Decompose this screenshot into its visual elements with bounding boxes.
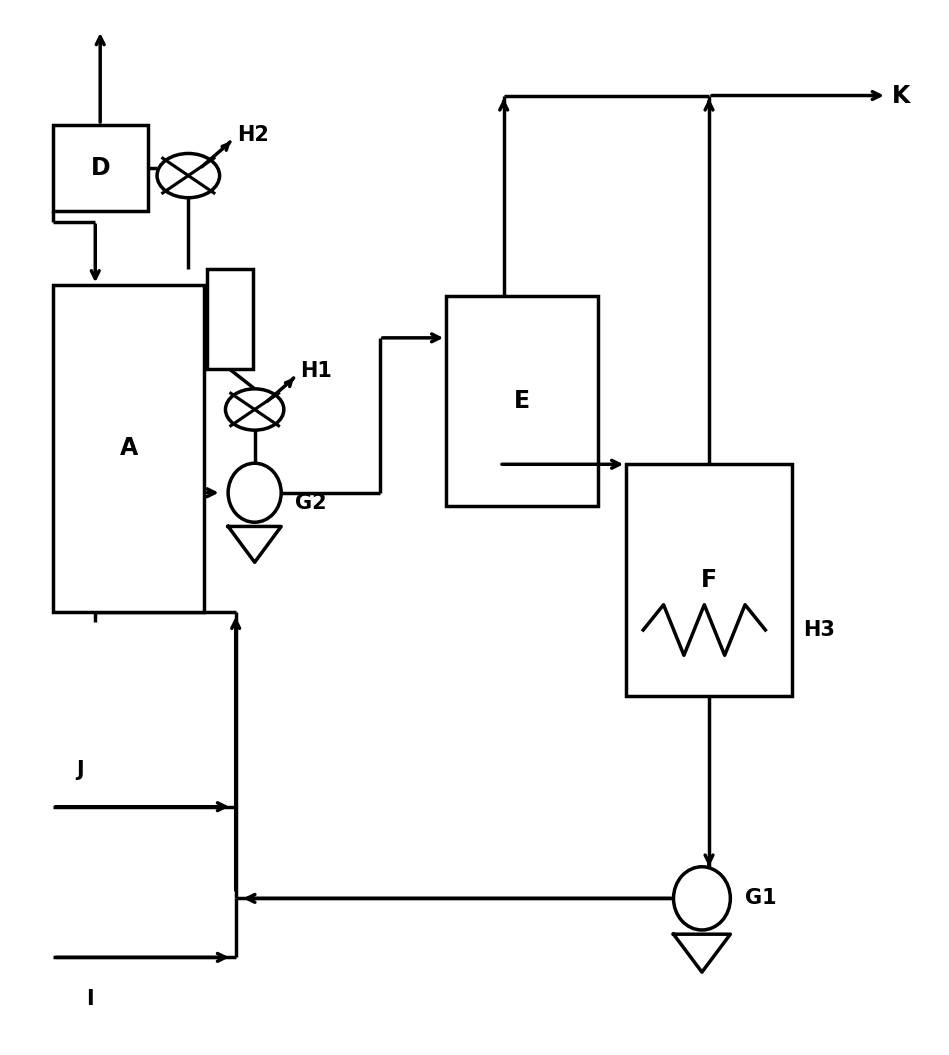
Text: H3: H3 bbox=[803, 620, 835, 640]
Text: K: K bbox=[891, 83, 910, 108]
Text: H2: H2 bbox=[236, 124, 269, 145]
Text: G1: G1 bbox=[745, 888, 776, 908]
Bar bbox=[446, 295, 598, 506]
Text: A: A bbox=[120, 437, 138, 460]
Text: E: E bbox=[513, 389, 530, 414]
Text: F: F bbox=[701, 569, 717, 592]
Bar bbox=[53, 285, 204, 612]
Bar bbox=[53, 126, 148, 211]
Text: H1: H1 bbox=[300, 361, 331, 381]
Text: D: D bbox=[90, 156, 110, 180]
Bar bbox=[626, 464, 792, 696]
Text: J: J bbox=[77, 761, 84, 781]
Bar bbox=[207, 269, 252, 369]
Text: G2: G2 bbox=[295, 494, 327, 514]
Ellipse shape bbox=[226, 389, 284, 430]
Text: I: I bbox=[86, 989, 94, 1009]
Ellipse shape bbox=[157, 153, 219, 197]
